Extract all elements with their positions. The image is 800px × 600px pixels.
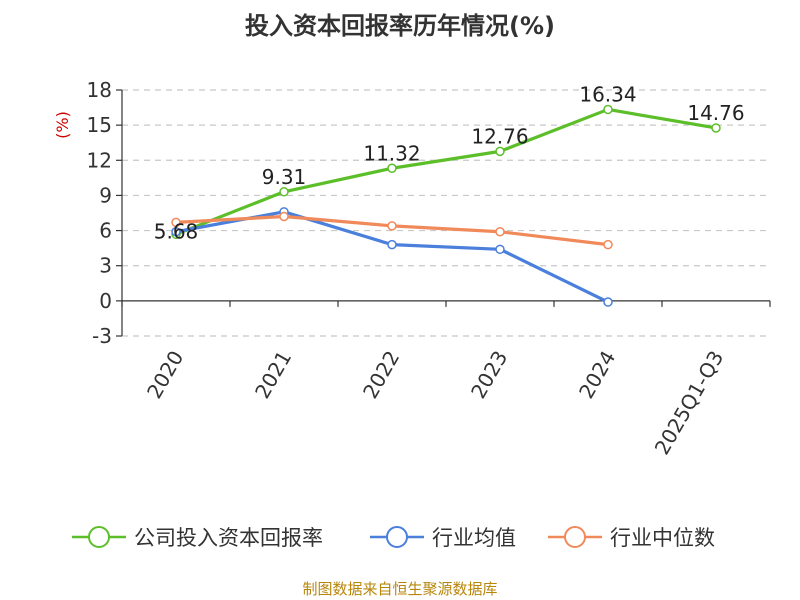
- legend-marker: [564, 526, 586, 548]
- data-label: 9.31: [262, 165, 307, 189]
- x-tick-label: 2020: [142, 347, 188, 403]
- source-note: 制图数据来自恒生聚源数据库: [302, 580, 497, 598]
- data-point: [387, 239, 397, 250]
- y-tick-label: 3: [99, 254, 112, 278]
- data-point: [603, 104, 613, 115]
- data-point: [387, 221, 397, 231]
- data-point: [711, 123, 721, 133]
- data-point: [387, 163, 397, 174]
- series-layer: [171, 104, 721, 307]
- data-label: 5.68: [154, 219, 199, 243]
- data-label: 16.34: [579, 82, 636, 106]
- chart-title: 投入资本回报率历年情况(%): [245, 12, 555, 40]
- x-tick-label: 2025Q1-Q3: [650, 347, 729, 459]
- data-point: [495, 146, 505, 157]
- grid: [122, 89, 770, 337]
- series-line: [175, 107, 717, 236]
- y-tick-label: 6: [99, 219, 112, 243]
- data-labels: 5.68 9.31 11.32 12.76 16.34 14.76: [154, 82, 745, 243]
- x-tick-labels: 2020 2021 2022 2023 2024 2025Q1-Q3: [142, 347, 728, 459]
- data-label: 12.76: [471, 124, 528, 148]
- y-tick-label: 9: [99, 183, 112, 207]
- y-tick-label: -3: [92, 324, 112, 348]
- data-point: [603, 297, 613, 307]
- x-tick-label: 2022: [358, 347, 404, 403]
- legend-label: 公司投入资本回报率: [134, 526, 323, 550]
- data-point: [279, 211, 289, 222]
- legend-label: 行业均值: [432, 526, 516, 550]
- axes: [116, 89, 771, 337]
- y-tick-labels: -3 0 3 6 9 12 15 18: [87, 78, 112, 348]
- data-label: 14.76: [687, 101, 744, 125]
- data-point: [495, 244, 505, 255]
- data-point: [495, 226, 505, 237]
- data-point: [279, 187, 289, 197]
- legend: 公司投入资本回报率 行业均值 行业中位数: [72, 526, 715, 550]
- x-tick-label: 2024: [574, 347, 620, 403]
- y-tick-label: 12: [87, 148, 112, 172]
- legend-label: 行业中位数: [610, 526, 715, 550]
- legend-marker: [88, 526, 110, 548]
- data-point: [171, 217, 181, 228]
- y-tick-label: 18: [87, 78, 112, 102]
- y-tick-label: 0: [99, 289, 112, 313]
- legend-marker: [386, 526, 408, 548]
- data-label: 11.32: [363, 141, 420, 165]
- y-axis-unit: (%): [53, 111, 72, 139]
- x-tick-label: 2023: [466, 347, 512, 403]
- y-tick-label: 15: [87, 113, 112, 137]
- x-tick-label: 2021: [250, 347, 296, 403]
- data-point: [603, 239, 613, 250]
- data-point: [171, 226, 181, 237]
